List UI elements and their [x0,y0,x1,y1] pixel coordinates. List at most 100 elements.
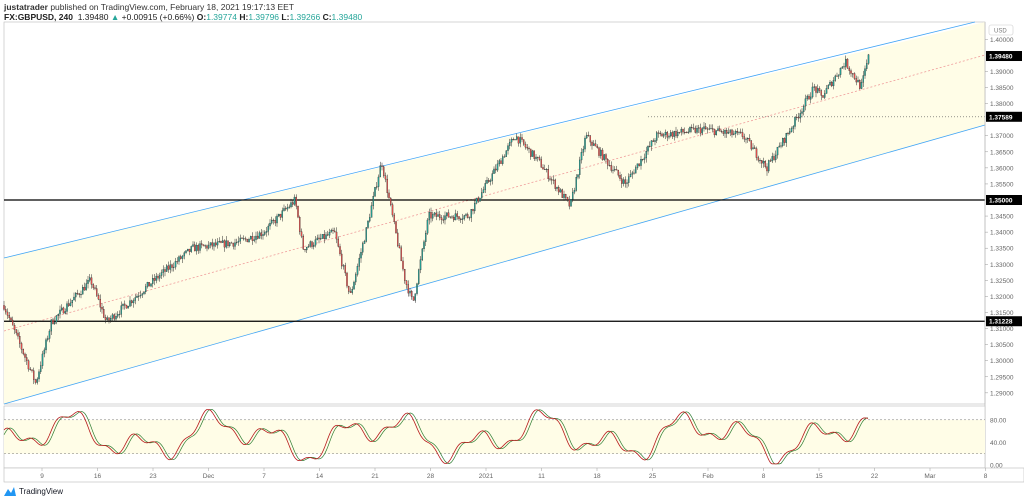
candle-up [409,290,411,294]
candle-up [174,261,177,268]
candle-down [337,238,339,247]
author[interactable]: justatrader [4,2,48,12]
candle-down [554,179,557,189]
candle-up [75,292,77,298]
candle-up [535,156,537,159]
candle-up [752,147,754,150]
candle-up [636,163,639,168]
candle-up [698,127,700,129]
candle-up [421,248,423,260]
candle-up [461,218,464,220]
candle-up [365,227,367,242]
candle-down [594,143,597,147]
candle-up [36,378,39,383]
oscillator-axis[interactable]: 80.00 40.00 0.00 [990,417,1007,469]
time-tick-label: 16 [94,473,102,480]
candle-up [117,314,119,317]
candle-down [396,232,399,246]
brand-text: TradingView [19,487,64,496]
candle-down [347,285,350,292]
channel-lower-line[interactable] [3,124,986,405]
price-tick-label: 1.31500 [990,310,1014,317]
time-tick-label: Feb [702,473,714,480]
time-tick-label: 2021 [479,473,494,480]
candle-down [712,128,714,130]
candle-up [640,159,642,166]
candle-down [528,147,530,150]
candle-up [670,132,672,137]
candle-up [468,217,471,219]
candle-down [398,245,401,249]
candle-up [137,295,140,297]
candle-down [124,303,126,306]
candle-up [127,306,130,309]
candle-down [410,290,413,297]
candle-up [612,169,614,171]
stoch-k-line [3,409,869,465]
candle-up [290,202,292,208]
candle-up [218,241,220,243]
currency-button[interactable] [988,24,1014,36]
candle-down [157,275,159,279]
candle-down [659,132,662,135]
time-axis[interactable] [3,467,1024,483]
candle-down [340,253,343,267]
candle-down [552,179,555,181]
candle-down [649,146,651,147]
candle-up [473,202,476,212]
candle-down [25,357,28,361]
price-tick-label: 1.33500 [990,246,1014,253]
time-tick-label: 15 [815,473,823,480]
candle-down [692,127,695,129]
candle-up [745,138,747,140]
candle-down [148,282,150,287]
candle-down [783,138,786,143]
candle-up [358,257,360,267]
candle-up [790,128,793,132]
up-arrow-icon: ▲ [110,12,120,22]
candle-up [817,88,819,93]
candle-up [489,180,492,182]
time-tick-label: 22 [871,473,879,480]
price-tick-label: 1.36000 [990,165,1014,172]
price-axis[interactable]: 1.40000 1.39000 1.38500 1.38000 1.37000 1.365… [985,24,1022,397]
channel-midline[interactable] [3,54,986,332]
candle-down [96,288,98,296]
candle-up [789,131,791,134]
candle-down [853,73,856,79]
candle-up [61,307,63,311]
candle-up [510,139,513,143]
candle-down [608,165,611,166]
tradingview-logo[interactable]: TradingView [4,487,63,496]
price-tick-label: 1.38500 [990,85,1014,92]
candle-up [810,96,812,100]
candle-up [614,169,616,171]
candle-up [654,140,656,142]
candle-down [500,160,502,164]
candle-up [165,265,168,272]
change: +0.00915 (+0.66%) [121,12,195,22]
candle-down [211,242,213,247]
time-tick-label: Dec [203,473,215,480]
candle-up [234,242,236,247]
oscillator-tick-label: 80.00 [990,417,1007,424]
candle-down [344,265,346,274]
candle-up [45,339,47,351]
channel-upper-line[interactable] [3,21,976,259]
candle-down [11,319,14,326]
candle-up [428,212,430,221]
candle-down [335,231,338,240]
candle-down [153,278,156,281]
candle-down [773,156,775,160]
ohlc-legend: FX:GBPUSD, 240 1.39480 ▲ +0.00915 (+0.66… [4,12,362,22]
candle-up [370,205,373,218]
candle-down [748,138,751,141]
candle-up [267,225,269,232]
candle-up [635,167,637,174]
candle-up [38,371,40,380]
candle-up [178,256,180,262]
published-text: published on TradingView.com, February 1… [50,2,294,12]
candle-down [83,286,86,291]
candle-down [389,197,392,205]
